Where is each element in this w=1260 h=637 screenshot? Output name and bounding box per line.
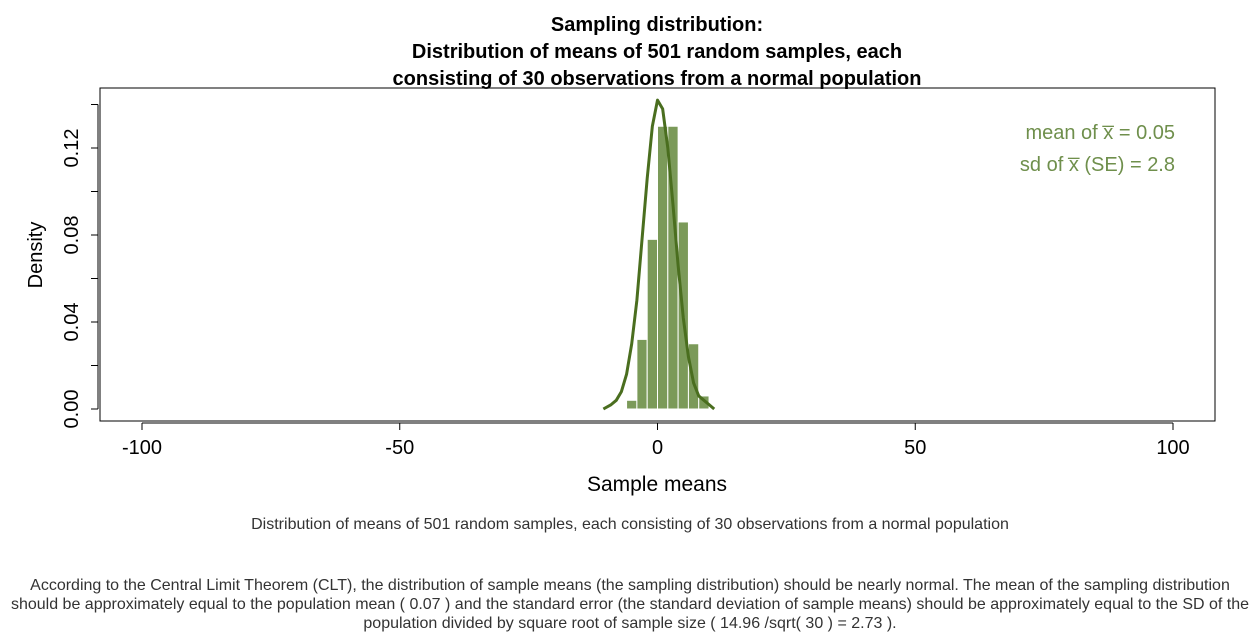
x-tick-label: -50 <box>385 437 414 459</box>
y-tick-label: 0.08 <box>61 216 83 255</box>
histogram-bar <box>636 338 648 410</box>
figure-caption: Distribution of means of 501 random samp… <box>251 516 1009 533</box>
sampling-distribution-chart: Sampling distribution: Distribution of m… <box>25 14 1216 496</box>
y-tick-label: 0.04 <box>61 303 83 342</box>
y-tick-label: 0.00 <box>61 390 83 429</box>
x-tick-label: -100 <box>122 437 162 459</box>
y-axis-label: Density <box>25 222 47 289</box>
x-tick-label: 50 <box>904 437 926 459</box>
plot-frame <box>99 87 1216 422</box>
histogram-bar <box>698 395 710 410</box>
se-annotation: sd of x̅ (SE) = 2.8 <box>1020 154 1175 176</box>
histogram-bar <box>646 238 659 410</box>
chart-title-line-3: consisting of 30 observations from a nor… <box>393 68 922 90</box>
clt-explanation: According to the Central Limit Theorem (… <box>10 577 1250 632</box>
density-curve <box>602 98 716 411</box>
x-tick-label: 100 <box>1156 437 1189 459</box>
x-axis: -100 -50 0 50 100 <box>122 422 1190 459</box>
y-tick-label: 0.12 <box>61 129 83 168</box>
y-axis: 0.00 0.04 0.08 0.12 <box>61 104 99 429</box>
histogram-bar <box>626 399 638 410</box>
histogram-bar <box>657 125 669 410</box>
mean-annotation: mean of x̅ = 0.05 <box>1025 122 1175 144</box>
x-tick-label: 0 <box>652 437 663 459</box>
x-axis-label: Sample means <box>587 473 727 496</box>
chart-title-line-1: Sampling distribution: <box>551 14 763 36</box>
chart-title-line-2: Distribution of means of 501 random samp… <box>412 41 902 63</box>
chart-title: Sampling distribution: Distribution of m… <box>393 14 922 90</box>
